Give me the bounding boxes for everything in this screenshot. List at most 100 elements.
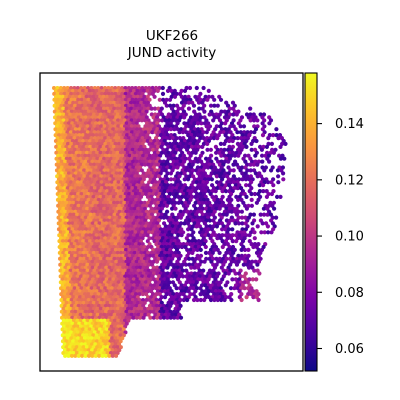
spot (135, 127, 139, 132)
spot (112, 212, 117, 217)
spot (131, 265, 136, 270)
spot (96, 286, 101, 291)
spot (65, 174, 70, 179)
spot (84, 100, 89, 105)
spot (91, 100, 96, 105)
spot (189, 265, 194, 270)
spot (83, 121, 88, 126)
spot (244, 194, 249, 199)
spot (251, 295, 256, 300)
spot (127, 253, 132, 258)
spot (82, 186, 87, 191)
spot (68, 106, 72, 111)
spot (251, 244, 256, 250)
spot (144, 147, 149, 152)
spot (92, 168, 97, 173)
spot (180, 130, 186, 135)
spot (139, 194, 144, 199)
spot (86, 147, 91, 152)
spot (130, 280, 135, 285)
spot (77, 121, 81, 126)
spot (112, 300, 117, 305)
spot (119, 174, 124, 179)
spot (133, 186, 138, 191)
spot (76, 115, 81, 120)
spot (77, 339, 82, 344)
spot (80, 327, 85, 332)
spot (107, 127, 112, 132)
spot (81, 94, 86, 99)
spot (105, 206, 110, 211)
spot (169, 177, 174, 182)
spot (102, 318, 107, 323)
spot (126, 274, 131, 279)
spot (128, 121, 132, 126)
spot (81, 88, 85, 93)
spot (103, 247, 108, 252)
spot (144, 247, 149, 252)
spot (148, 253, 152, 258)
spot (97, 127, 102, 132)
spot (52, 109, 57, 114)
spot (131, 133, 136, 138)
spot (117, 121, 122, 126)
spot (73, 227, 78, 232)
spot (212, 103, 217, 108)
spot (114, 121, 119, 126)
spot (76, 253, 81, 258)
spot (81, 239, 86, 244)
spot (61, 100, 65, 105)
spot (218, 141, 223, 146)
spot (135, 233, 140, 238)
spot (121, 333, 126, 338)
spot (83, 353, 88, 358)
spot (68, 212, 73, 217)
spot (95, 318, 100, 323)
spot (194, 85, 199, 91)
spot (118, 88, 123, 93)
spot (148, 315, 153, 320)
spot (64, 239, 69, 244)
spot (113, 141, 118, 146)
spot (90, 227, 95, 232)
spot (149, 106, 154, 111)
spot (75, 212, 80, 217)
spot (65, 318, 70, 323)
spot (104, 115, 108, 120)
spot (68, 206, 73, 211)
spot (214, 150, 219, 155)
spot (86, 286, 91, 291)
spot (89, 274, 94, 279)
chart-title-line-2: JUND activity (127, 45, 216, 61)
spot (96, 180, 101, 185)
spot (145, 127, 150, 132)
spot (130, 180, 135, 185)
spot (70, 227, 75, 232)
spot (54, 156, 59, 161)
spot (147, 274, 151, 279)
spot (173, 206, 178, 211)
spot (233, 271, 238, 276)
spot (104, 127, 109, 132)
spot (111, 221, 116, 226)
spot (66, 115, 71, 120)
spot (84, 227, 89, 232)
spot (87, 233, 92, 238)
spot (67, 233, 72, 238)
spot (89, 280, 94, 285)
spot (68, 168, 73, 173)
spot (172, 127, 177, 132)
spot (86, 353, 91, 358)
spot (61, 200, 66, 205)
spot (137, 292, 142, 297)
spot (168, 127, 174, 132)
spot (145, 139, 150, 143)
spot (125, 206, 130, 211)
spot (73, 153, 78, 158)
spot (56, 159, 61, 164)
spot (76, 147, 81, 152)
spot (91, 133, 95, 138)
colorbar-tick-label: 0.12 (335, 173, 364, 188)
spot (108, 133, 112, 138)
spot (146, 168, 151, 173)
